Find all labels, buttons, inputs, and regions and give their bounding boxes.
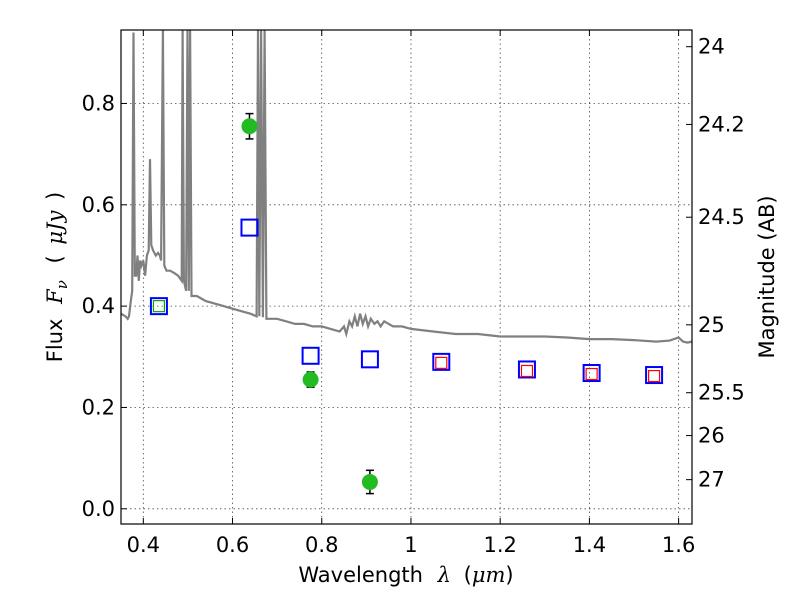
plot-frame xyxy=(120,29,693,525)
data-layer xyxy=(121,30,692,495)
y2-tick-label: 26 xyxy=(698,424,725,448)
y-tick-label: 0.0 xyxy=(82,497,115,521)
model-square xyxy=(582,364,601,383)
y2-tick-label: 24 xyxy=(698,35,725,59)
model-square xyxy=(432,352,451,371)
model-square xyxy=(360,350,379,369)
observed-point xyxy=(361,473,378,490)
x-tick-label: 1.6 xyxy=(662,533,695,557)
x-tick-label: 0.4 xyxy=(127,533,160,557)
y2-axis-label: Magnitude (AB) xyxy=(755,195,779,358)
y-tick-label: 0.6 xyxy=(82,193,115,217)
model-square xyxy=(520,364,534,378)
y-tick-label: 0.2 xyxy=(82,395,115,419)
model-square xyxy=(152,300,166,313)
spectrum-line xyxy=(121,30,692,344)
x-tick-label: 1.2 xyxy=(483,533,516,557)
y-tick-label: 0.8 xyxy=(82,91,115,115)
x-tick-label: 0.8 xyxy=(305,533,338,557)
y2-tick-label: 24.5 xyxy=(698,205,745,229)
model-square xyxy=(240,218,259,237)
observed-point xyxy=(241,118,258,135)
observed-point xyxy=(302,371,319,388)
y2-tick-label: 24.2 xyxy=(698,112,745,136)
model-square xyxy=(585,367,598,381)
model-square xyxy=(647,369,661,383)
ticks: 0.4 0.6 0.8 1 1.2 1.4 1.6 0.0 0.2 0.4 0.6 0.8 24 24.2… xyxy=(82,30,745,557)
x-tick-label: 1.4 xyxy=(573,533,606,557)
x-tick-label: 1 xyxy=(404,533,417,557)
x-axis-label: Wavelength λ (μm) xyxy=(298,563,513,587)
model-square xyxy=(517,360,536,379)
y-axis-label: Flux Fν ( μJy ) xyxy=(43,192,72,362)
y2-tick-label: 25.5 xyxy=(698,381,745,405)
model-square xyxy=(301,346,320,365)
model-square xyxy=(435,356,448,369)
y-tick-label: 0.4 xyxy=(82,294,115,318)
model-square xyxy=(149,297,168,316)
x-tick-label: 0.6 xyxy=(216,533,249,557)
model-square xyxy=(645,366,664,385)
y2-tick-label: 25 xyxy=(698,313,725,337)
grid xyxy=(121,30,692,524)
y2-tick-label: 27 xyxy=(698,468,725,492)
